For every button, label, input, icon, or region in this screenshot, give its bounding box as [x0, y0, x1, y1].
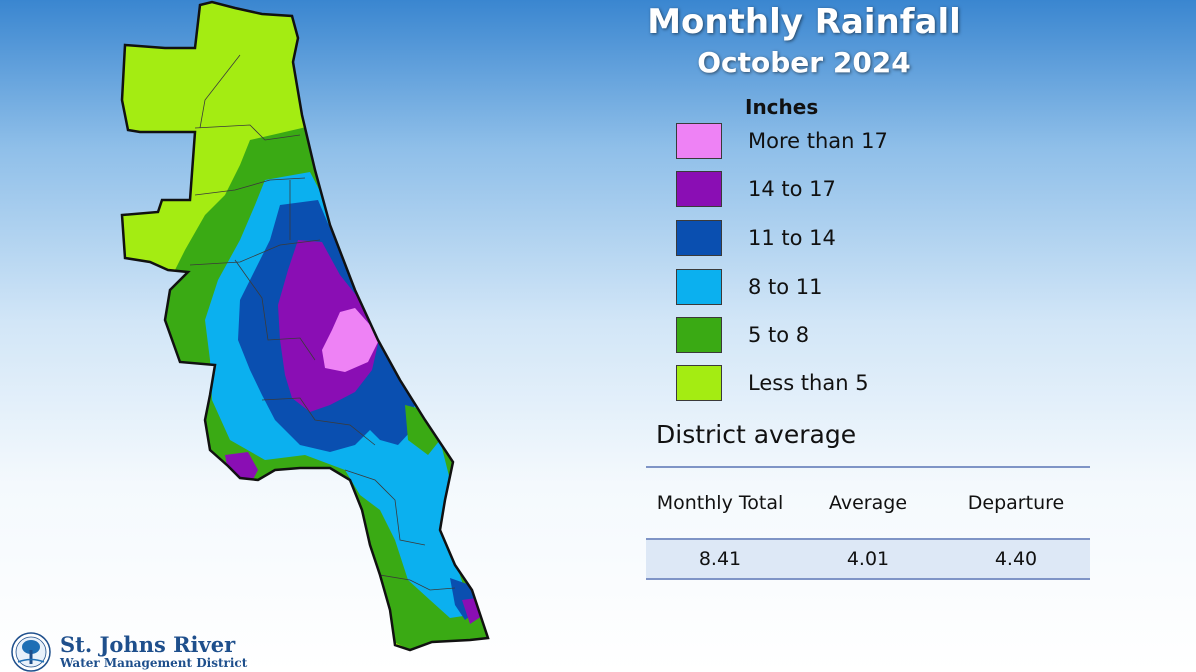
- value-departure: 4.40: [994, 548, 1038, 570]
- legend-title: Inches: [745, 95, 819, 119]
- map-zone-14-to-17: [278, 240, 380, 412]
- legend-item: More than 17: [676, 123, 956, 161]
- legend-swatch: [676, 171, 722, 207]
- district-average-table: Monthly Total Average Departure 8.41 4.0…: [646, 466, 1090, 580]
- legend-item: 8 to 11: [676, 269, 956, 307]
- legend-item: 11 to 14: [676, 220, 956, 258]
- legend-swatch: [676, 220, 722, 256]
- organization-name: St. Johns River: [60, 632, 236, 657]
- legend-swatch: [676, 123, 722, 159]
- legend-label: More than 17: [748, 129, 888, 153]
- header-departure: Departure: [967, 492, 1065, 514]
- legend-label: 11 to 14: [748, 226, 836, 250]
- legend-item: Less than 5: [676, 365, 956, 403]
- legend-swatch: [676, 269, 722, 305]
- legend-label: 8 to 11: [748, 275, 823, 299]
- rainfall-map: [120, 0, 490, 652]
- map-zone-more-than-17: [322, 308, 378, 372]
- organization-subname: Water Management District: [60, 656, 248, 670]
- header-monthly-total: Monthly Total: [656, 492, 784, 514]
- value-average: 4.01: [846, 548, 890, 570]
- district-average-title: District average: [656, 420, 857, 449]
- legend-item: 5 to 8: [676, 317, 956, 355]
- page-subtitle: October 2024: [697, 46, 911, 79]
- legend-item: 14 to 17: [676, 171, 956, 209]
- table-row: 8.41 4.01 4.40: [646, 538, 1090, 578]
- district-logo-icon: [11, 632, 51, 672]
- table-header-row: Monthly Total Average Departure: [646, 468, 1090, 538]
- legend-swatch: [676, 365, 722, 401]
- legend-label: 5 to 8: [748, 323, 810, 347]
- page-title: Monthly Rainfall: [647, 2, 961, 42]
- district-boundary: [120, 0, 490, 652]
- header-average: Average: [828, 492, 908, 514]
- legend-swatch: [676, 317, 722, 353]
- legend-label: Less than 5: [748, 371, 869, 395]
- legend-label: 14 to 17: [748, 177, 836, 201]
- value-monthly-total: 8.41: [698, 548, 742, 570]
